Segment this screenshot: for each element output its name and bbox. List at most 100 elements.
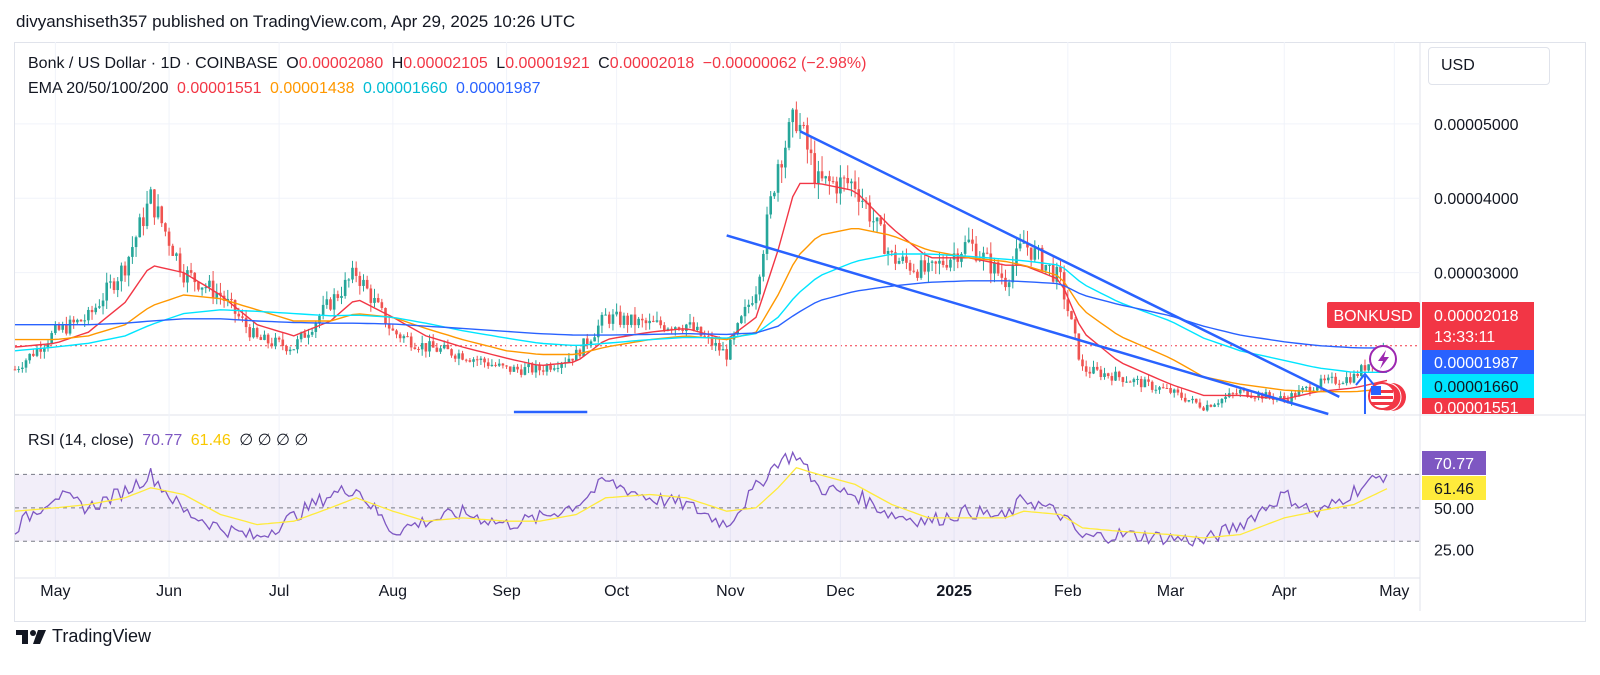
candle-body <box>879 217 883 225</box>
candle-body <box>501 363 505 366</box>
candle-body <box>1246 389 1249 397</box>
candle-body <box>714 342 717 346</box>
candle-body <box>923 260 927 272</box>
candle-body <box>171 245 175 256</box>
rsi-line[interactable] <box>14 450 1388 547</box>
candle-body <box>622 315 626 325</box>
ema100-line[interactable] <box>14 253 1387 373</box>
candle-body <box>703 335 706 337</box>
candle-body <box>310 331 314 335</box>
candle-body <box>883 224 886 254</box>
footer-brand[interactable]: TradingView <box>16 626 151 647</box>
candle-body <box>637 318 640 326</box>
candle-body <box>299 332 303 340</box>
candle-body <box>208 280 211 288</box>
candle-body <box>1040 247 1044 271</box>
candle-body <box>534 364 538 373</box>
candle-body <box>175 253 178 256</box>
candle-body <box>61 324 64 330</box>
candle-body <box>567 358 571 363</box>
candle-body <box>318 315 321 323</box>
currency-button[interactable]: USD <box>1428 47 1550 85</box>
candle-body <box>252 328 255 338</box>
time-tick-label: Sep <box>492 583 521 600</box>
upper-trendline[interactable] <box>799 130 1340 399</box>
rsi-label[interactable]: RSI (14, close) <box>28 432 134 449</box>
candle-body <box>72 319 75 323</box>
candle-body <box>145 203 149 227</box>
candle-body <box>1158 387 1161 390</box>
candle-body <box>629 314 633 325</box>
candle-body <box>109 281 112 283</box>
candle-body <box>527 364 530 368</box>
rsi-ma-line[interactable] <box>14 466 1388 539</box>
candle-body <box>1132 379 1136 383</box>
candle-body <box>475 359 479 361</box>
close-value: 0.00002018 <box>609 55 695 72</box>
candle-body <box>1121 377 1125 383</box>
candle-body <box>149 189 153 204</box>
candle-body <box>626 315 629 325</box>
candle-body <box>362 279 365 286</box>
lower-trendline[interactable] <box>726 234 1329 416</box>
candle-body <box>1224 396 1227 399</box>
price-tick-label: 0.00004000 <box>1434 191 1519 208</box>
candle-body <box>21 367 24 369</box>
candle-body <box>461 353 464 360</box>
candle-body <box>1231 393 1235 395</box>
us-economic-events-icon[interactable] <box>1368 382 1406 412</box>
candle-body <box>406 336 409 338</box>
symbol-title[interactable]: Bonk / US Dollar · 1D · COINBASE <box>28 55 278 72</box>
candle-body <box>663 325 666 331</box>
candle-body <box>123 265 127 276</box>
candle-body <box>1117 371 1121 378</box>
candle-body <box>1352 373 1356 383</box>
candle-body <box>1341 383 1345 385</box>
candle-body <box>560 363 563 368</box>
candle-body <box>949 259 952 268</box>
candle-body <box>1000 273 1004 278</box>
candle-body <box>442 344 446 349</box>
candle-body <box>365 279 369 289</box>
candle-body <box>1015 248 1018 266</box>
ema200-line[interactable] <box>15 280 1387 349</box>
candle-body <box>1187 400 1191 402</box>
candle-body <box>1194 398 1198 403</box>
candle-body <box>640 318 644 321</box>
candle-body <box>516 366 519 370</box>
candle-body <box>153 189 156 218</box>
candle-body <box>281 339 285 346</box>
candle-body <box>285 345 288 352</box>
candle-body <box>101 300 105 307</box>
time-tick-label: May <box>40 583 70 600</box>
candle-body <box>178 253 182 273</box>
time-tick-label: Feb <box>1054 583 1082 600</box>
candle-body <box>450 349 453 356</box>
candle-body <box>993 262 996 274</box>
publisher-line: divyanshiseth357 published on TradingVie… <box>16 12 576 31</box>
candle-body <box>1092 366 1095 374</box>
candle-body <box>853 181 857 190</box>
candle-body <box>677 327 681 330</box>
tradingview-logo-icon <box>16 629 46 644</box>
change-value: −0.00000062 (−2.98%) <box>702 55 867 72</box>
candle-body <box>1235 393 1238 395</box>
candle-body <box>1202 407 1205 411</box>
ema20-line[interactable] <box>14 182 1388 400</box>
candle-body <box>952 253 956 260</box>
candle-body <box>453 355 457 359</box>
candle-body <box>134 237 138 248</box>
chart-frame <box>14 42 1586 622</box>
high-label: H <box>391 55 404 72</box>
brand-name: TradingView <box>52 626 152 646</box>
candle-body <box>1360 365 1363 376</box>
ema-label[interactable]: EMA 20/50/100/200 <box>28 80 169 97</box>
candle-body <box>1073 319 1077 334</box>
lightning-icon[interactable] <box>1369 345 1397 373</box>
candle-body <box>916 271 919 278</box>
candle-body <box>54 325 57 334</box>
open-value: 0.00002080 <box>298 55 384 72</box>
candle-body <box>494 364 497 366</box>
ema50-value: 0.00001438 <box>270 80 355 97</box>
